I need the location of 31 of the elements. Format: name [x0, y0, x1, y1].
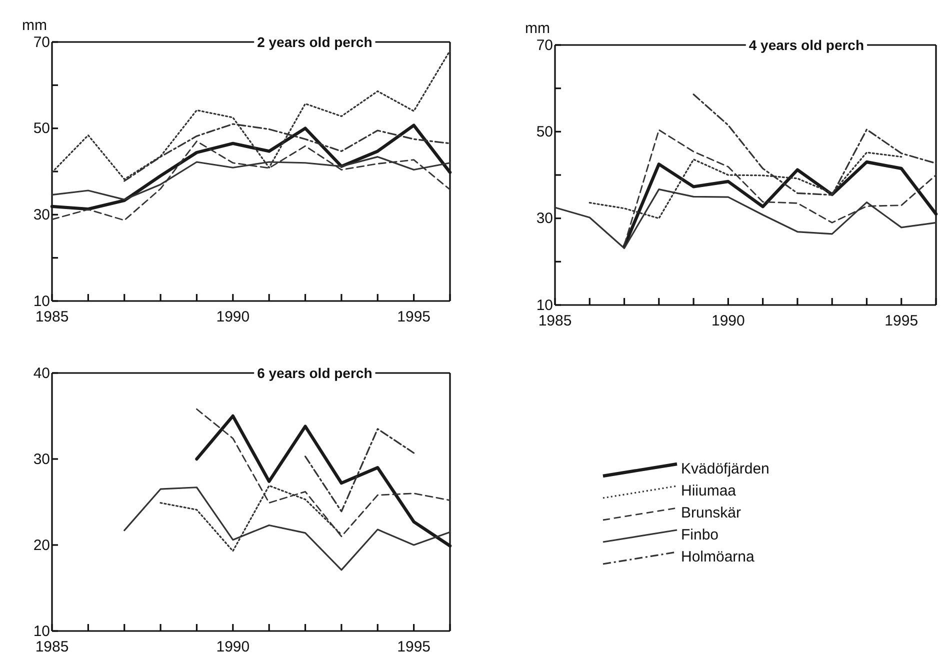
y-tick-label: 10	[536, 296, 553, 314]
x-tick-label: 1995	[397, 638, 431, 656]
chart-title: 4 years old perch	[748, 36, 864, 53]
x-tick-label: 1985	[35, 638, 69, 656]
x-tick-label: 1995	[397, 308, 431, 326]
y-tick-label: 50	[536, 123, 553, 140]
x-tick-label: 1985	[35, 308, 69, 326]
chart-title: 2 years old perch	[257, 34, 372, 50]
y-tick-label: 30	[536, 210, 553, 228]
y-tick-label: 10	[33, 292, 50, 310]
y-tick-label: 30	[33, 206, 50, 224]
x-tick-label: 1990	[216, 308, 250, 326]
legend-label: Kvädöfjärden	[681, 460, 770, 478]
legend-label: Finbo	[681, 526, 719, 544]
x-tick-label: 1985	[538, 312, 572, 330]
x-tick-label: 1990	[216, 638, 250, 656]
y-tick-label: 30	[33, 450, 50, 468]
y-tick-label: 70	[536, 36, 553, 54]
legend-label: Hiiumaa	[681, 482, 737, 500]
y-tick-label: 50	[33, 120, 50, 138]
y-tick-label: 10	[33, 622, 50, 640]
x-tick-label: 1995	[884, 312, 918, 330]
legend-label: Brunskär	[681, 504, 742, 522]
y-tick-label: 70	[33, 34, 50, 51]
x-tick-label: 1990	[711, 312, 745, 330]
y-axis-title: mm	[525, 20, 550, 37]
y-tick-label: 20	[33, 536, 50, 554]
y-axis-title: mm	[22, 17, 47, 34]
legend-label: Holmöarna	[681, 548, 756, 566]
y-tick-label: 40	[33, 364, 50, 382]
chart-title: 6 years old perch	[257, 364, 372, 381]
